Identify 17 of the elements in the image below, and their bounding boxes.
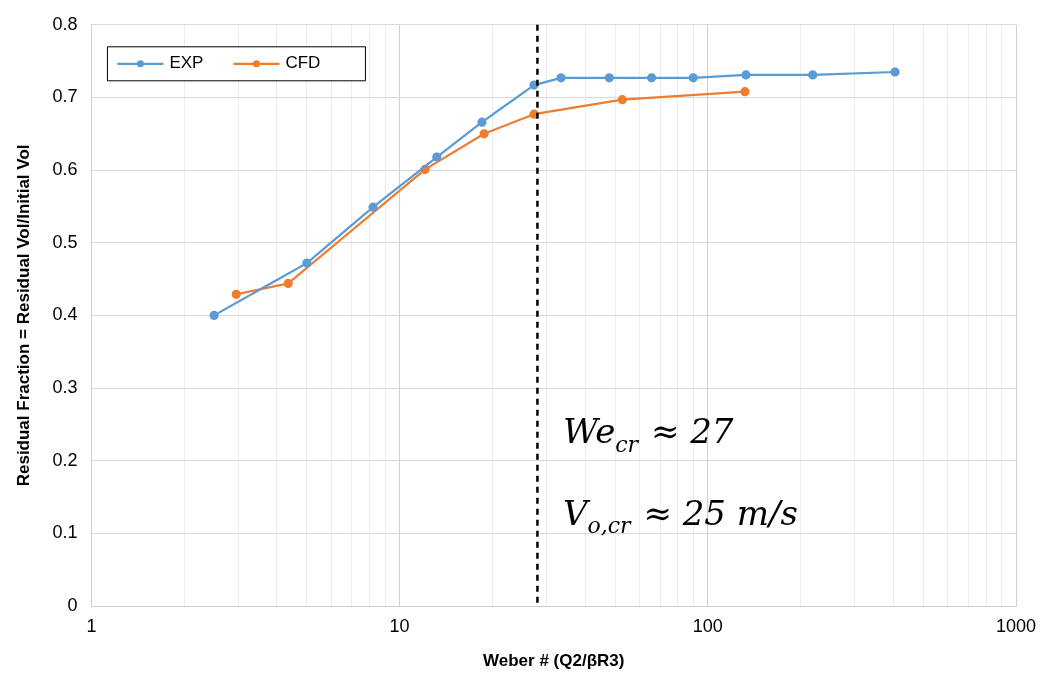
y-tick-label: 0.2 [52, 449, 78, 470]
y-axis-title: Residual Fraction = Residual Vol/Initial Vol [13, 144, 33, 487]
y-tick-label: 0.5 [52, 231, 78, 252]
legend-label: CFD [285, 53, 321, 73]
y-tick-label: 0.7 [52, 86, 78, 107]
y-tick-label: 0.6 [52, 159, 78, 180]
y-tick-label: 0 [67, 594, 78, 615]
y-tick-label: 0.4 [52, 304, 78, 325]
y-tick-label: 0.3 [52, 377, 78, 398]
x-tick-label: 10 [389, 615, 410, 636]
x-tick-label: 1 [86, 615, 97, 636]
y-tick-label: 0.1 [52, 522, 78, 543]
x-axis-title: Weber # (Q2/βR3) [483, 651, 625, 671]
legend-label: EXP [169, 53, 204, 73]
y-tick-label: 0.8 [52, 13, 78, 34]
x-tick-label: 1000 [995, 615, 1037, 636]
x-tick-label: 100 [692, 615, 723, 636]
